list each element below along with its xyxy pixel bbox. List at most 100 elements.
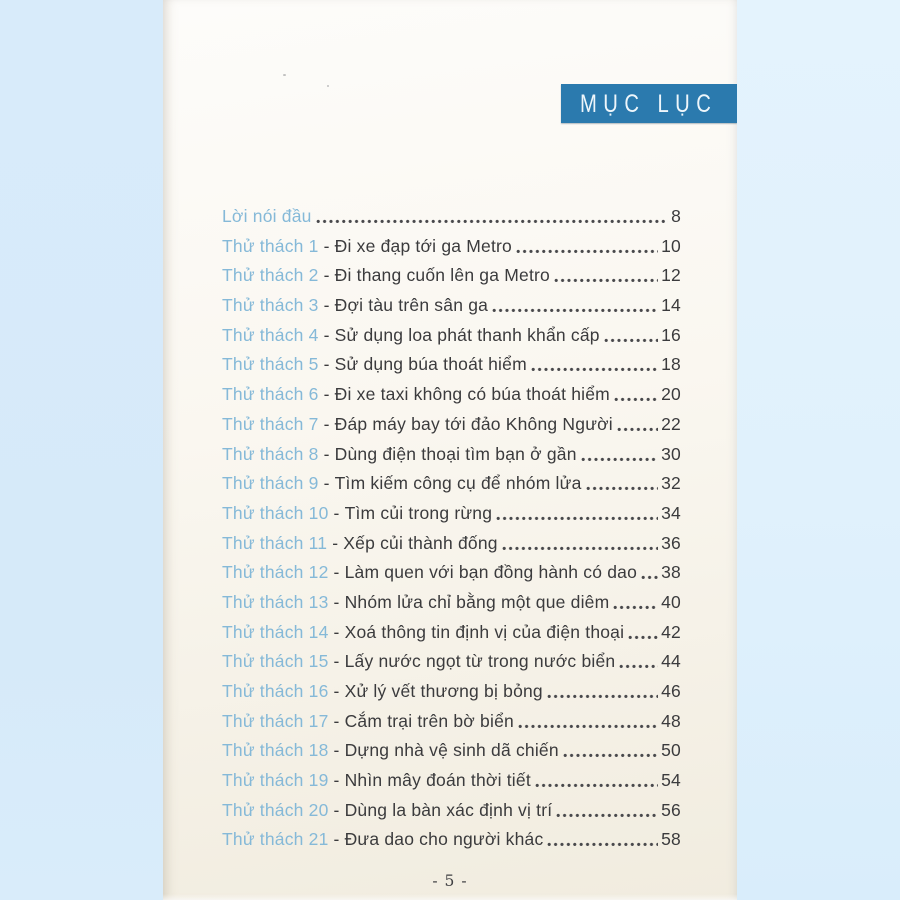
toc-entry-page: 30 xyxy=(661,443,681,464)
toc-entry-separator: - xyxy=(333,651,340,672)
toc-entry-separator: - xyxy=(333,562,340,583)
toc-entry: Thử thách 17 - Cắm trại trên bờ biển 48 xyxy=(222,711,681,741)
toc-entry-separator: - xyxy=(323,324,330,345)
toc-entry-prefix: Thử thách 18 xyxy=(222,740,329,761)
toc-entry-page: 38 xyxy=(661,562,681,583)
toc-entry: Thử thách 3 - Đợi tàu trên sân ga 14 xyxy=(222,295,681,325)
toc-dot-leader xyxy=(501,545,659,551)
toc-entry-separator: - xyxy=(333,770,340,791)
toc-entry-prefix: Thử thách 1 xyxy=(222,235,319,256)
toc-entry-page: 36 xyxy=(661,532,681,553)
toc-banner: MỤC LỤC xyxy=(561,84,737,123)
toc-entry: Thử thách 4 - Sử dụng loa phát thanh khẩ… xyxy=(222,325,681,355)
toc-entry-prefix: Thử thách 3 xyxy=(222,295,319,316)
right-background xyxy=(737,0,900,900)
toc-dot-leader xyxy=(603,337,659,343)
toc-entry-page: 8 xyxy=(671,206,681,226)
toc-entry-page: 22 xyxy=(661,413,681,434)
toc-entry-page: 32 xyxy=(661,473,681,494)
toc-entry-title: Lấy nước ngọt từ trong nước biển xyxy=(344,651,616,672)
toc-entry: Thử thách 16 - Xử lý vết thương bị bỏng … xyxy=(222,681,681,711)
toc-entry: Thử thách 1 - Đi xe đạp tới ga Metro 10 xyxy=(222,236,681,266)
toc-entry-title: Dựng nhà vệ sinh dã chiến xyxy=(344,740,559,761)
toc-entry: Thử thách 9 - Tìm kiếm công cụ để nhóm l… xyxy=(222,473,681,503)
toc-entry-prefix: Thử thách 13 xyxy=(222,591,329,612)
toc-dot-leader xyxy=(517,723,659,729)
toc-entry-prefix: Lời nói đầu xyxy=(222,206,312,226)
toc-entry-prefix: Thử thách 15 xyxy=(222,651,329,672)
toc-entry-title: Đưa dao cho người khác xyxy=(344,829,544,850)
toc-entry-page: 56 xyxy=(661,799,681,820)
toc-entry-page: 20 xyxy=(661,384,681,405)
toc-entry: Thử thách 14 - Xoá thông tin định vị của… xyxy=(222,622,681,652)
toc-dot-leader xyxy=(616,426,659,432)
toc-entry-prefix: Thử thách 17 xyxy=(222,710,329,731)
toc-entry-prefix: Thử thách 12 xyxy=(222,562,329,583)
toc-entry-prefix: Thử thách 10 xyxy=(222,502,329,523)
toc-entry-title: Xoá thông tin định vị của điện thoại xyxy=(344,621,625,642)
toc-entry-page: 14 xyxy=(661,295,681,316)
toc-dot-leader xyxy=(534,783,659,789)
toc-entry-page: 42 xyxy=(661,621,681,642)
toc-entry-separator: - xyxy=(323,413,330,434)
toc-entry: Thử thách 19 - Nhìn mây đoán thời tiết 5… xyxy=(222,770,681,800)
toc-dot-leader xyxy=(628,634,659,640)
toc-entry-page: 46 xyxy=(661,681,681,701)
toc-entry-separator: - xyxy=(333,681,340,701)
toc-entry-page: 40 xyxy=(661,591,681,612)
toc-entry: Thử thách 8 - Dùng điện thoại tìm bạn ở … xyxy=(222,444,681,474)
toc-entry-page: 12 xyxy=(661,265,681,286)
toc-entry-title: Đáp máy bay tới đảo Không Người xyxy=(334,413,613,434)
toc-entry-separator: - xyxy=(323,473,330,494)
toc-entry-separator: - xyxy=(323,443,330,464)
toc-entry: Thử thách 15 - Lấy nước ngọt từ trong nư… xyxy=(222,651,681,681)
toc-dot-leader xyxy=(530,367,659,373)
toc-entry-title: Nhóm lửa chỉ bằng một que diêm xyxy=(344,591,610,612)
toc-entry: Thử thách 12 - Làm quen với bạn đồng hàn… xyxy=(222,562,681,592)
toc-dot-leader xyxy=(547,842,659,848)
toc-entry: Thử thách 7 - Đáp máy bay tới đảo Không … xyxy=(222,414,681,444)
toc-entry: Lời nói đầu 8 xyxy=(222,206,681,236)
dust-speck xyxy=(283,74,286,76)
toc-entry-title: Dùng la bàn xác định vị trí xyxy=(344,799,553,820)
toc-entry-prefix: Thử thách 6 xyxy=(222,384,319,405)
toc-entry-prefix: Thử thách 4 xyxy=(222,324,319,345)
page-number: - 5 - xyxy=(432,872,468,890)
toc-dot-leader xyxy=(553,278,659,284)
left-background xyxy=(0,0,163,900)
toc-entry: Thử thách 2 - Đi thang cuốn lên ga Metro… xyxy=(222,265,681,295)
toc-entry-prefix: Thử thách 20 xyxy=(222,799,329,820)
toc-entry-separator: - xyxy=(323,384,330,405)
toc-entry-title: Đi xe đạp tới ga Metro xyxy=(334,235,512,256)
toc-dot-leader xyxy=(613,397,659,403)
toc-entry-title: Cắm trại trên bờ biển xyxy=(344,710,514,731)
toc-entry: Thử thách 18 - Dựng nhà vệ sinh dã chiến… xyxy=(222,740,681,770)
toc-entry-title: Đi xe taxi không có búa thoát hiểm xyxy=(334,384,610,405)
toc-entry-separator: - xyxy=(332,532,339,553)
toc-entry-prefix: Thử thách 11 xyxy=(222,532,328,553)
toc-entry-prefix: Thử thách 2 xyxy=(222,265,319,286)
toc-entry-title: Tìm kiếm công cụ để nhóm lửa xyxy=(334,473,582,494)
toc-entry-page: 34 xyxy=(661,502,681,523)
toc-dot-leader xyxy=(556,812,659,818)
toc-entry: Thử thách 13 - Nhóm lửa chỉ bằng một que… xyxy=(222,592,681,622)
toc-entry-separator: - xyxy=(333,799,340,820)
toc-entry-page: 50 xyxy=(661,740,681,761)
toc-entry: Thử thách 21 - Đưa dao cho người khác 58 xyxy=(222,829,681,859)
toc-entry-page: 18 xyxy=(661,354,681,375)
toc-entry-title: Đợi tàu trên sân ga xyxy=(334,295,489,316)
toc-dot-leader xyxy=(562,753,659,759)
toc-entry-prefix: Thử thách 7 xyxy=(222,413,319,434)
toc-list: Lời nói đầu 8 Thử thách 1 - Đi xe đạp tớ… xyxy=(222,206,681,859)
toc-entry-title: Đi thang cuốn lên ga Metro xyxy=(334,265,550,286)
toc-entry-prefix: Thử thách 14 xyxy=(222,621,329,642)
toc-entry-prefix: Thử thách 8 xyxy=(222,443,319,464)
toc-entry-title: Tìm củi trong rừng xyxy=(344,502,493,523)
toc-entry: Thử thách 5 - Sử dụng búa thoát hiểm 18 xyxy=(222,354,681,384)
toc-dot-leader xyxy=(496,515,659,521)
toc-entry-separator: - xyxy=(333,710,340,731)
toc-dot-leader xyxy=(492,308,659,314)
toc-dot-leader xyxy=(619,664,659,670)
toc-entry-prefix: Thử thách 21 xyxy=(222,829,329,850)
toc-dot-leader xyxy=(613,604,659,610)
